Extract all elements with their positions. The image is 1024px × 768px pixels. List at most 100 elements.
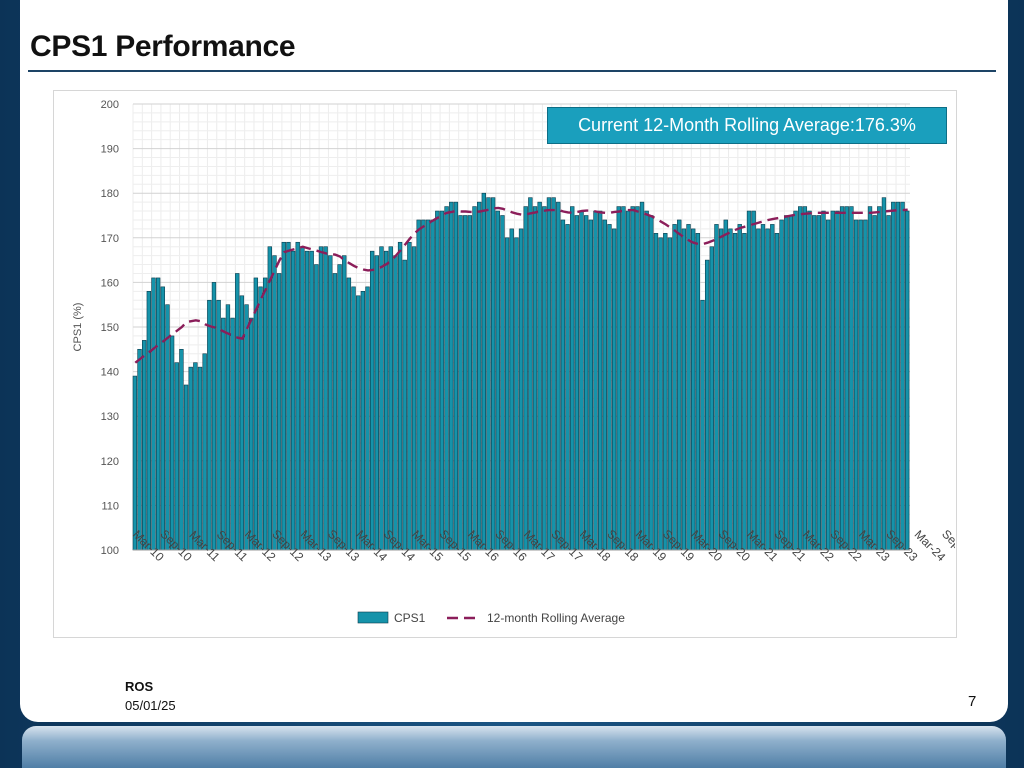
bar: [607, 224, 612, 551]
bar: [360, 291, 366, 551]
bar: [779, 219, 784, 551]
bar: [658, 237, 663, 551]
bar: [476, 201, 482, 551]
bar: [262, 277, 268, 551]
bar: [788, 215, 794, 551]
bar: [369, 250, 375, 551]
bar: [295, 241, 300, 551]
bar: [151, 277, 156, 551]
rolling-average-line: [134, 206, 908, 364]
bar: [500, 215, 505, 551]
bar: [342, 255, 347, 551]
bar: [751, 210, 756, 551]
bar: [695, 233, 701, 551]
bar: [858, 219, 863, 551]
bar: [639, 201, 645, 551]
bar: [402, 259, 407, 551]
bar: [556, 201, 561, 551]
bar: [300, 246, 305, 551]
bar: [518, 228, 524, 551]
bar: [677, 219, 682, 551]
bar: [439, 210, 445, 551]
bar: [132, 375, 138, 551]
y-tick-label: 130: [101, 411, 119, 423]
bar: [835, 210, 840, 551]
bar: [388, 246, 393, 551]
bar: [393, 255, 398, 551]
bar: [872, 215, 877, 551]
bar: [644, 210, 649, 551]
y-tick-label: 140: [101, 367, 119, 379]
bar: [621, 206, 626, 551]
title-divider: [28, 70, 996, 72]
bar: [528, 197, 533, 551]
bar: [379, 246, 384, 551]
bar: [770, 224, 775, 551]
bar: [183, 384, 189, 551]
bar: [249, 317, 254, 551]
bar: [807, 210, 812, 551]
bar: [546, 197, 552, 551]
y-tick-label: 120: [101, 456, 119, 468]
bar: [821, 210, 826, 551]
bar: [830, 210, 835, 551]
bar: [723, 219, 728, 551]
legend-label-cps1: CPS1: [394, 611, 426, 625]
footer-organization: ROS: [125, 679, 154, 694]
bar: [588, 219, 594, 551]
bar: [449, 201, 454, 551]
bar: [495, 210, 500, 551]
bar: [756, 228, 761, 551]
bar: [253, 277, 259, 551]
bar: [193, 362, 198, 551]
bar: [551, 197, 556, 551]
bar: [732, 233, 738, 551]
bar: [411, 246, 417, 551]
bar: [737, 224, 742, 551]
y-tick-label: 170: [101, 233, 119, 245]
bar: [825, 219, 831, 551]
bar: [337, 264, 342, 551]
bar: [472, 206, 477, 551]
bar: [537, 201, 542, 551]
bar: [221, 317, 226, 551]
bar: [593, 210, 598, 551]
bar: [304, 250, 310, 551]
bar: [891, 201, 896, 551]
bar: [179, 348, 184, 551]
bar: [686, 224, 691, 551]
bar: [318, 246, 324, 551]
bar: [239, 295, 245, 551]
bar: [742, 233, 747, 551]
bar: [570, 206, 575, 551]
bar: [490, 197, 496, 551]
bar: [709, 246, 714, 551]
bar: [197, 366, 203, 551]
bar: [793, 210, 798, 551]
bar: [351, 286, 356, 551]
y-tick-label: 100: [101, 545, 119, 557]
bar: [504, 237, 510, 551]
bar: [625, 210, 631, 551]
legend-swatch-cps1: [357, 611, 389, 624]
y-tick-label: 180: [101, 188, 119, 200]
bar: [714, 224, 719, 551]
cps1-chart: 100 110 120 130 140 150 160 170 180 190 200 CPS1 (%…: [72, 99, 955, 625]
bar: [579, 210, 584, 551]
bar: [211, 282, 217, 551]
bar: [272, 255, 277, 551]
bar: [174, 362, 179, 551]
legend-label-rolling-average: 12-month Rolling Average: [487, 611, 625, 625]
bar: [290, 250, 296, 551]
bar: [565, 224, 570, 551]
bar: [328, 255, 333, 551]
bar: [853, 219, 859, 551]
bar: [397, 241, 403, 551]
bar: [207, 299, 212, 551]
y-tick-label: 150: [101, 322, 119, 334]
bar: [435, 210, 440, 551]
bar: [230, 317, 235, 551]
bar: [323, 246, 328, 551]
bar: [314, 264, 319, 551]
bar: [877, 206, 882, 551]
